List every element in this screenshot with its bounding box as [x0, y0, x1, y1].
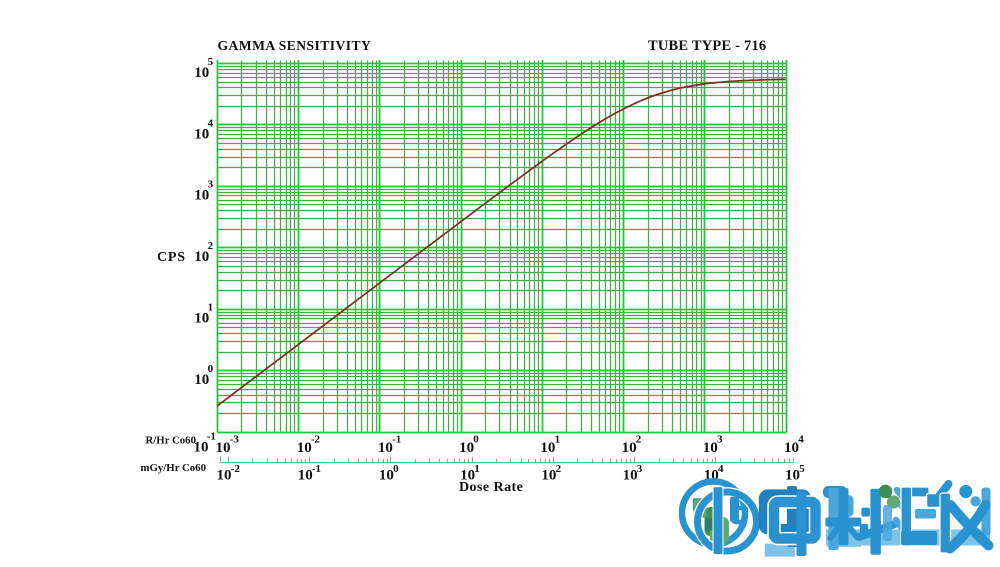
svg-text:10: 10 — [622, 440, 637, 456]
svg-text:10: 10 — [460, 468, 475, 484]
svg-text:-3: -3 — [230, 434, 240, 446]
svg-text:Dose Rate: Dose Rate — [459, 480, 523, 495]
svg-text:CPS: CPS — [157, 250, 186, 265]
svg-text:mGy/Hr Co60: mGy/Hr Co60 — [141, 462, 206, 474]
svg-text:3: 3 — [208, 179, 214, 191]
svg-text:1: 1 — [474, 463, 480, 475]
svg-text:10: 10 — [194, 65, 209, 81]
svg-text:2: 2 — [636, 434, 642, 446]
svg-text:-1: -1 — [312, 463, 321, 475]
svg-text:10: 10 — [194, 311, 209, 327]
svg-text:10: 10 — [194, 126, 209, 142]
svg-text:2: 2 — [556, 463, 562, 475]
svg-text:10: 10 — [703, 440, 718, 456]
svg-text:10: 10 — [217, 468, 232, 484]
svg-text:4: 4 — [798, 434, 804, 446]
svg-text:0: 0 — [473, 434, 479, 446]
svg-text:5: 5 — [799, 463, 805, 475]
svg-text:1: 1 — [208, 302, 214, 314]
svg-text:10: 10 — [541, 468, 556, 484]
svg-text:10: 10 — [378, 440, 393, 456]
svg-text:10: 10 — [194, 249, 209, 265]
svg-text:10: 10 — [459, 440, 474, 456]
svg-text:TUBE TYPE - 716: TUBE TYPE - 716 — [648, 38, 766, 54]
svg-text:3: 3 — [717, 434, 723, 446]
svg-text:5: 5 — [208, 56, 214, 68]
svg-text:10: 10 — [785, 468, 800, 484]
svg-text:10: 10 — [194, 372, 209, 388]
svg-text:4: 4 — [208, 117, 214, 129]
svg-text:10: 10 — [297, 440, 312, 456]
svg-text:-2: -2 — [231, 463, 241, 475]
svg-text:10: 10 — [298, 468, 313, 484]
svg-text:2: 2 — [208, 240, 214, 252]
svg-text:10: 10 — [623, 468, 638, 484]
svg-text:1: 1 — [555, 434, 561, 446]
svg-text:-1: -1 — [392, 434, 401, 446]
svg-text:10: 10 — [379, 468, 394, 484]
svg-text:3: 3 — [637, 463, 643, 475]
svg-text:-1: -1 — [207, 431, 216, 443]
svg-text:10: 10 — [194, 440, 209, 456]
svg-text:10: 10 — [540, 440, 555, 456]
svg-text:4: 4 — [718, 463, 724, 475]
svg-text:0: 0 — [393, 463, 399, 475]
svg-text:0: 0 — [208, 363, 214, 375]
svg-text:GAMMA SENSITIVITY: GAMMA SENSITIVITY — [218, 38, 372, 53]
svg-text:-2: -2 — [311, 434, 321, 446]
svg-text:10: 10 — [216, 440, 231, 456]
svg-text:10: 10 — [194, 188, 209, 204]
svg-text:R/Hr Co60: R/Hr Co60 — [146, 435, 196, 447]
svg-text:10: 10 — [784, 440, 799, 456]
